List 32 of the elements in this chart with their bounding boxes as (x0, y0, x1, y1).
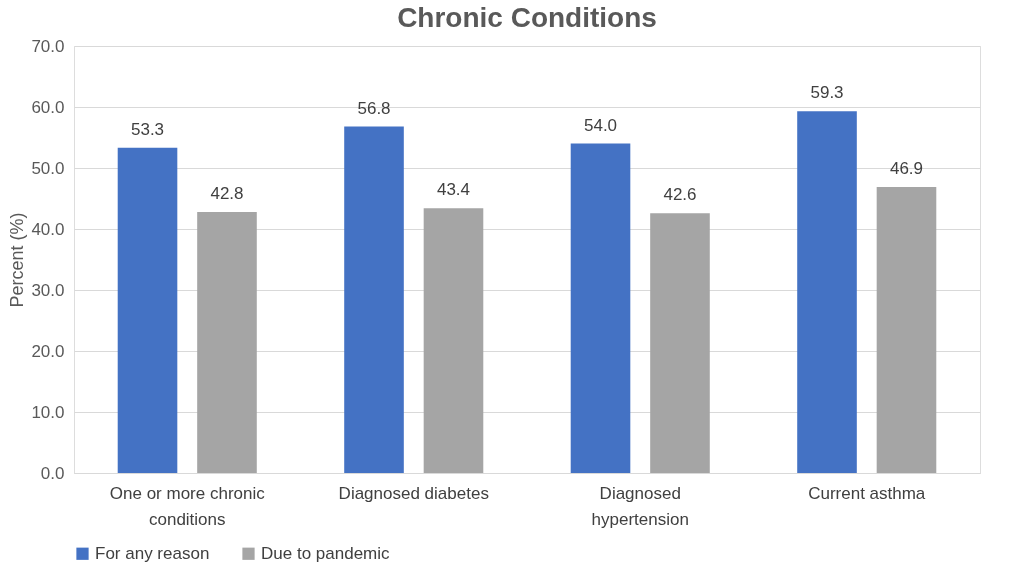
bar (570, 143, 631, 473)
data-label: 59.3 (810, 83, 844, 103)
y-tick-label: 0.0 (40, 463, 65, 483)
bar (423, 208, 484, 473)
data-label: 42.8 (210, 183, 244, 203)
legend-label: For any reason (95, 543, 210, 563)
bar (117, 147, 178, 473)
data-label: 53.3 (130, 119, 165, 139)
x-tick-label: Diagnosed hypertension (591, 483, 689, 529)
y-tick-label: 50.0 (31, 158, 65, 178)
y-tick-label: 70.0 (31, 36, 65, 56)
y-tick-label: 30.0 (31, 280, 65, 300)
data-label: 43.4 (436, 180, 471, 200)
data-label: 56.8 (357, 98, 391, 118)
bar (797, 111, 857, 473)
x-tick-label: One or more chronic conditions (109, 483, 266, 529)
y-tick-label: 10.0 (31, 402, 65, 422)
bar (197, 211, 257, 473)
bar (650, 213, 710, 473)
data-label: 54.0 (583, 115, 618, 135)
legend-label: Due to pandemic (261, 543, 391, 563)
data-label: 46.9 (889, 158, 924, 178)
bar (876, 186, 937, 473)
y-tick-label: 20.0 (31, 341, 65, 361)
y-tick-label: 40.0 (31, 219, 65, 239)
data-label: 42.6 (663, 185, 697, 205)
x-tick-label: Diagnosed diabetes (338, 483, 489, 503)
bar (344, 126, 404, 473)
x-tick-label: Current asthma (808, 483, 926, 503)
y-tick-label: 60.0 (31, 97, 65, 117)
chart-title: Chronic Conditions (397, 2, 657, 33)
y-axis-title: Percent (%) (7, 212, 28, 308)
